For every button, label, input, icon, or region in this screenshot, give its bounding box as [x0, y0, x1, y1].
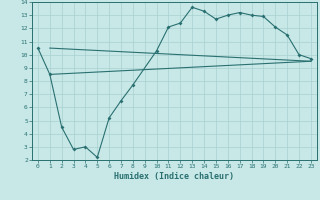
X-axis label: Humidex (Indice chaleur): Humidex (Indice chaleur)	[115, 172, 234, 181]
